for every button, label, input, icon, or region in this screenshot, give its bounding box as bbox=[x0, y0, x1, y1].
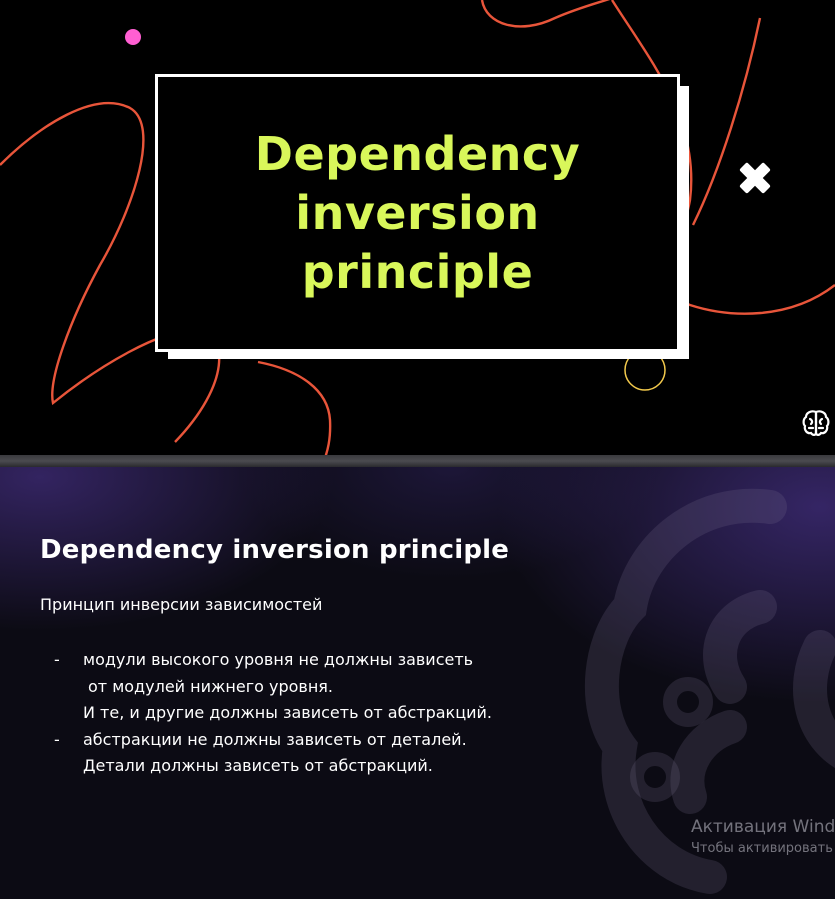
windows-activation-watermark: Активация Windows Чтобы активировать Win… bbox=[691, 817, 835, 856]
activation-hint: Чтобы активировать Windows, перейдите в … bbox=[691, 841, 835, 856]
bullet-line: И те, и другие должны зависеть от абстра… bbox=[83, 703, 492, 722]
brain-icon bbox=[802, 410, 830, 436]
title-box: Dependency inversion principle bbox=[155, 74, 680, 352]
bullet-dash: - bbox=[54, 650, 60, 669]
bullet-line: модули высокого уровня не должны зависет… bbox=[83, 650, 474, 669]
cross-icon bbox=[739, 162, 771, 194]
orange-curve-right-2 bbox=[691, 17, 762, 226]
bullet-line: Детали должны зависеть от абстракций. bbox=[83, 756, 433, 775]
slide-separator bbox=[0, 455, 835, 467]
orange-curve-top bbox=[480, 0, 611, 28]
bullet-line: абстракции не должны зависеть от деталей… bbox=[83, 729, 467, 749]
title-slide[interactable]: Dependency inversion principle bbox=[0, 0, 835, 455]
list-item: - модули высокого уровня не должны завис… bbox=[40, 647, 492, 727]
pink-dot bbox=[125, 29, 141, 45]
activation-title: Активация Windows bbox=[691, 817, 835, 837]
content-title: Dependency inversion principle bbox=[40, 535, 510, 565]
slide-title: Dependency inversion principle bbox=[254, 126, 581, 299]
bullet-dash: - bbox=[54, 729, 60, 749]
bullet-line: от модулей нижнего уровня. bbox=[88, 676, 334, 696]
orange-curve-bottom bbox=[257, 360, 332, 455]
list-item: - абстракции не должны зависеть от детал… bbox=[40, 727, 492, 780]
content-subtitle: Принцип инверсии зависимостей bbox=[40, 595, 323, 614]
bullet-list: - модули высокого уровня не должны завис… bbox=[40, 647, 492, 780]
brain-watermark-icon bbox=[584, 488, 835, 894]
content-slide[interactable]: Dependency inversion principle Принцип и… bbox=[0, 467, 835, 899]
